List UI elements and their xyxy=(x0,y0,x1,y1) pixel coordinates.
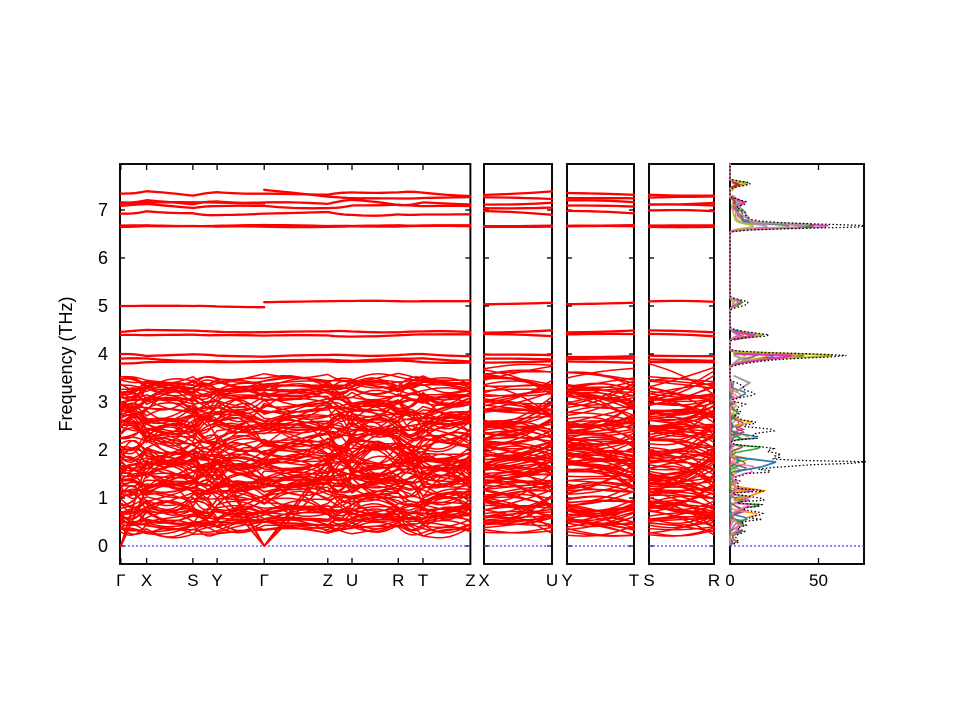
svg-text:U: U xyxy=(346,571,358,590)
svg-text:T: T xyxy=(418,571,428,590)
svg-text:Z: Z xyxy=(323,571,333,590)
svg-text:X: X xyxy=(141,571,152,590)
svg-text:Z: Z xyxy=(465,571,475,590)
svg-text:Γ: Γ xyxy=(260,571,269,590)
svg-text:S: S xyxy=(643,571,654,590)
svg-text:U: U xyxy=(546,571,558,590)
svg-text:Frequency (THz): Frequency (THz) xyxy=(56,296,76,431)
svg-text:1: 1 xyxy=(98,488,108,508)
svg-text:S: S xyxy=(187,571,198,590)
svg-text:50: 50 xyxy=(809,571,828,590)
svg-text:0: 0 xyxy=(725,571,734,590)
svg-text:5: 5 xyxy=(98,296,108,316)
svg-text:3: 3 xyxy=(98,392,108,412)
svg-text:Y: Y xyxy=(561,571,572,590)
svg-text:4: 4 xyxy=(98,344,108,364)
svg-text:R: R xyxy=(392,571,404,590)
svg-text:Y: Y xyxy=(211,571,222,590)
svg-text:7: 7 xyxy=(98,200,108,220)
svg-text:6: 6 xyxy=(98,248,108,268)
svg-text:X: X xyxy=(478,571,489,590)
svg-text:2: 2 xyxy=(98,440,108,460)
svg-text:0: 0 xyxy=(98,536,108,556)
svg-text:R: R xyxy=(708,571,720,590)
svg-text:T: T xyxy=(629,571,639,590)
svg-text:Γ: Γ xyxy=(116,571,125,590)
